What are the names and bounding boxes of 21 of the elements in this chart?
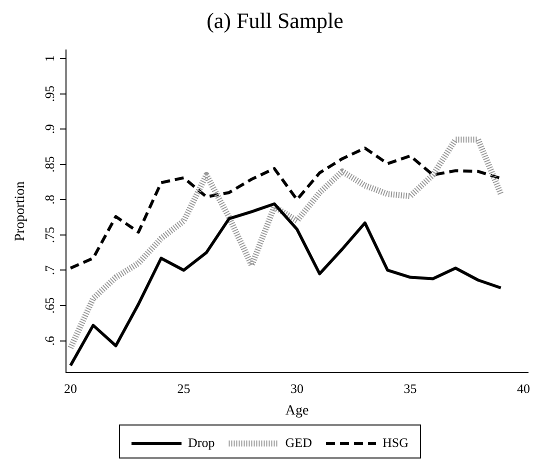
y-tick-label: .85 (42, 156, 57, 172)
line-series (69, 146, 502, 270)
y-tick-label: 1 (42, 55, 57, 62)
y-axis-title: Proportion (13, 181, 28, 242)
x-tick-label: 25 (177, 380, 190, 396)
legend-label: HSG (382, 434, 408, 450)
chart-title: (a) Full Sample (206, 8, 344, 34)
legend-label: GED (285, 434, 312, 450)
y-tick-label: .9 (42, 124, 57, 134)
y-tick-label: .95 (42, 86, 57, 102)
y-tick-label: .6 (42, 335, 57, 346)
x-axis-title: Age (285, 403, 309, 418)
y-tick-label: .8 (42, 194, 57, 205)
x-tick-label: 35 (404, 380, 417, 396)
legend-label: Drop (188, 434, 215, 450)
x-tick-label: 40 (516, 380, 530, 396)
y-tick-label: .75 (42, 226, 57, 244)
y-tick-label: .65 (42, 297, 57, 314)
x-tick-label: 30 (290, 380, 304, 396)
x-tick-label: 20 (64, 380, 78, 396)
y-tick-label: .7 (42, 264, 57, 276)
